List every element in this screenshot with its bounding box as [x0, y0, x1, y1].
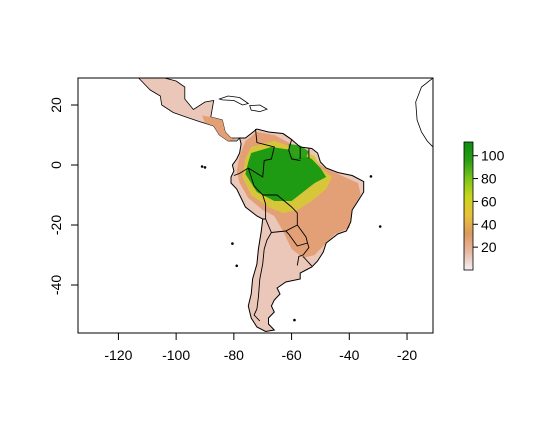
legend-colorbar — [463, 141, 474, 271]
x-tick-label: -20 — [397, 347, 417, 363]
x-tick-label: -40 — [339, 347, 359, 363]
map-layer — [138, 78, 433, 333]
color-legend: 20 40 60 80 100 — [463, 141, 505, 271]
island-dot — [203, 166, 207, 169]
island-cuba — [218, 95, 250, 106]
island-dot — [200, 165, 204, 168]
island-dot — [231, 242, 234, 245]
x-tick-label: -80 — [224, 347, 244, 363]
legend-tick-label: 60 — [481, 193, 497, 209]
country-border — [302, 256, 313, 267]
continent-outline — [230, 128, 365, 333]
country-border — [288, 139, 301, 161]
legend-tick-label: 80 — [481, 171, 497, 187]
country-border — [285, 224, 309, 247]
legend-tick-label: 40 — [481, 216, 497, 232]
country-border — [296, 242, 310, 266]
x-tick-label: -60 — [281, 347, 301, 363]
country-border — [253, 232, 272, 322]
y-tick-label: 0 — [48, 161, 64, 169]
island-dot — [293, 318, 296, 322]
country-border — [233, 167, 249, 176]
central-america-moderate — [202, 115, 237, 141]
country-border — [247, 167, 267, 220]
country-border — [248, 128, 275, 178]
x-tick-label: -120 — [104, 347, 132, 363]
y-tick-label: -20 — [48, 215, 64, 235]
y-tick-label: 20 — [48, 97, 64, 113]
x-tick-label: -100 — [162, 347, 190, 363]
island-dot — [369, 175, 373, 178]
island-hispaniola — [249, 104, 268, 113]
legend-tick-label: 20 — [481, 239, 497, 255]
legend-tick-label: 100 — [481, 148, 505, 164]
plot-frame — [77, 77, 434, 334]
region-guiana — [288, 144, 309, 158]
y-tick-label: -40 — [48, 275, 64, 295]
axes: -120 -100 -80 -60 -40 -20 -40 -20 0 20 — [48, 97, 417, 363]
island-dot — [378, 225, 382, 228]
country-border — [262, 194, 298, 233]
island-dot — [235, 264, 239, 268]
country-border — [282, 133, 292, 140]
africa-coast — [415, 78, 433, 148]
